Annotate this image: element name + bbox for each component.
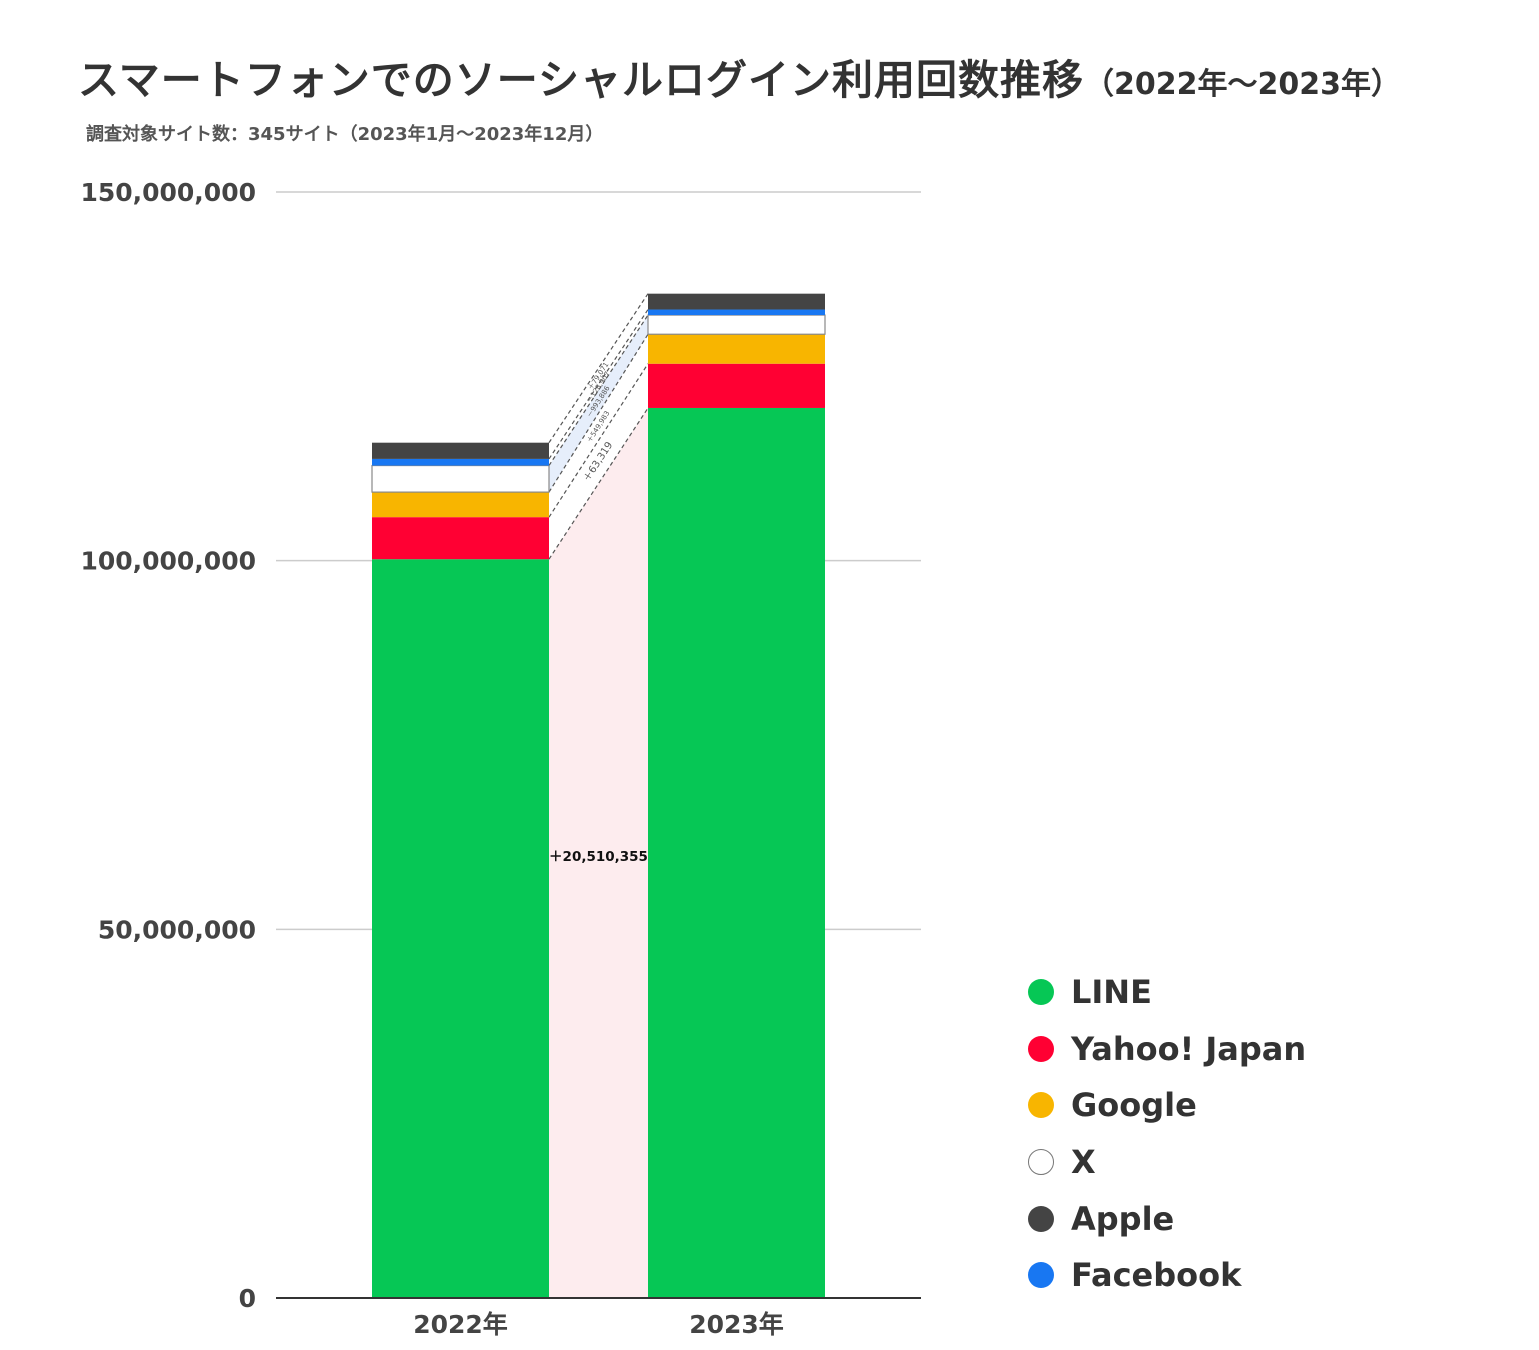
connector-line	[548, 314, 649, 466]
legend-label: Google	[1071, 1086, 1197, 1125]
legend-swatch	[1028, 1205, 1054, 1232]
y-tick-label: 50,000,000	[98, 915, 256, 944]
bar-segment	[372, 517, 549, 560]
legend-label: LINE	[1071, 973, 1152, 1012]
connector-line	[548, 309, 649, 460]
y-tick-label: 150,000,000	[80, 178, 256, 207]
chart-title-main: スマートフォンでのソーシャルログイン利用回数推移	[78, 56, 1084, 104]
bar-segment	[371, 464, 550, 493]
legend-label: X	[1071, 1143, 1096, 1182]
legend: LINE Yahoo! Japan Google X Apple Facebook	[1028, 964, 1306, 1304]
x-tick-label: 2022年	[413, 1310, 508, 1339]
legend-swatch	[1028, 1149, 1054, 1176]
legend-swatch	[1028, 1035, 1054, 1062]
bar-segment	[372, 442, 549, 459]
connector-line	[548, 407, 649, 560]
chart-subtitle: 調査対象サイト数：345サイト（2023年1月～2023年12月）	[86, 124, 604, 145]
legend-swatch	[1028, 979, 1054, 1006]
chart-title: スマートフォンでのソーシャルログイン利用回数推移（2022年～2023年）	[78, 46, 1401, 106]
legend-swatch	[1028, 1262, 1054, 1289]
bar-segment	[372, 559, 549, 1298]
bar-segment	[648, 363, 825, 408]
legend-label: Apple	[1071, 1199, 1175, 1238]
legend-label: Facebook	[1071, 1256, 1242, 1295]
connector-line	[548, 333, 649, 493]
bar-segment	[647, 314, 826, 335]
legend-swatch	[1028, 1092, 1054, 1119]
legend-item: Google	[1028, 1077, 1306, 1134]
connector-line	[548, 293, 649, 444]
legend-item: Facebook	[1028, 1247, 1306, 1304]
bar-segment	[648, 309, 825, 316]
bar-segment	[648, 407, 825, 1298]
legend-item: Yahoo! Japan	[1028, 1021, 1306, 1078]
bar-segment	[372, 492, 549, 518]
bar-segment	[648, 334, 825, 364]
x-tick-label: 2023年	[689, 1310, 784, 1339]
y-tick-label: 100,000,000	[80, 547, 256, 576]
x-change-connector	[549, 315, 648, 493]
connector-line	[548, 363, 649, 518]
legend-item: X	[1028, 1134, 1306, 1191]
bar-segment	[372, 458, 549, 466]
legend-label: Yahoo! Japan	[1071, 1029, 1307, 1068]
y-tick-label: 0	[239, 1284, 256, 1313]
legend-item: Apple	[1028, 1190, 1306, 1247]
line-growth-connector	[549, 407, 648, 1298]
bar-segment	[648, 293, 825, 310]
change-annotation: ＋20,510,355	[549, 849, 648, 865]
chart-title-period: （2022年～2023年）	[1083, 67, 1401, 102]
legend-item: LINE	[1028, 964, 1306, 1021]
